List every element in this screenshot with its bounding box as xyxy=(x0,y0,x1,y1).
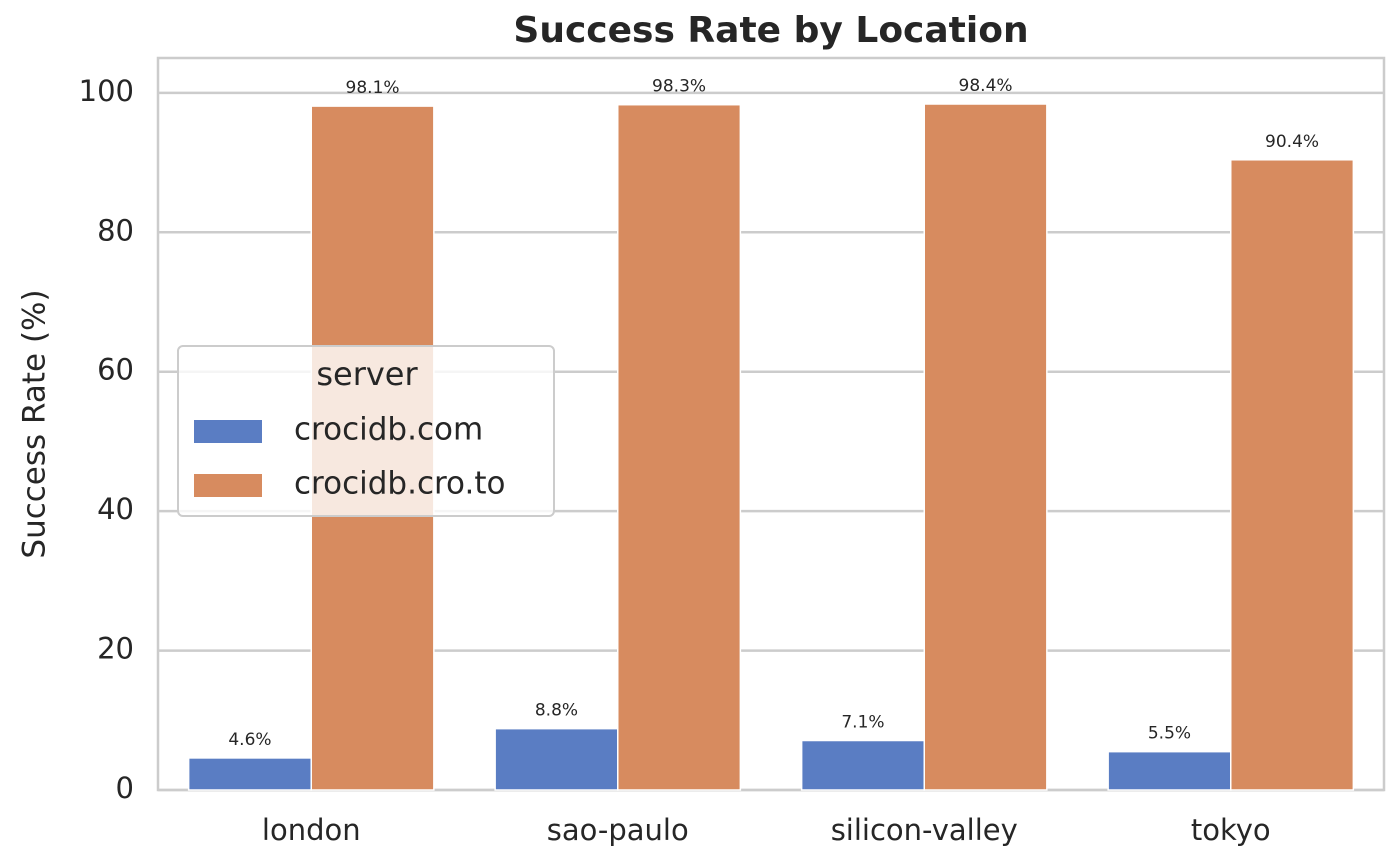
legend-swatch xyxy=(194,420,262,443)
value-label: 4.6% xyxy=(228,730,271,750)
value-label: 5.5% xyxy=(1148,724,1191,744)
legend-title: server xyxy=(316,355,418,393)
y-tick-label: 80 xyxy=(97,213,134,247)
x-tick-label: london xyxy=(262,813,361,847)
bar xyxy=(187,757,312,791)
legend-label: crocidb.com xyxy=(294,412,483,448)
value-label: 98.3% xyxy=(652,77,706,97)
chart-title: Success Rate by Location xyxy=(513,10,1028,51)
bar xyxy=(617,103,742,791)
legend: server crocidb.com crocidb.cro.to xyxy=(177,345,555,517)
y-tick-label: 0 xyxy=(116,771,134,805)
bar xyxy=(1230,159,1355,791)
value-label: 98.1% xyxy=(346,78,400,98)
x-tick-label: silicon-valley xyxy=(831,813,1018,847)
value-label: 7.1% xyxy=(841,713,884,733)
x-tick-label: tokyo xyxy=(1191,813,1271,847)
y-tick-label: 100 xyxy=(79,74,134,108)
y-tick-label: 40 xyxy=(97,492,134,526)
x-tick-label: sao-paulo xyxy=(547,813,689,847)
value-label: 90.4% xyxy=(1265,132,1319,152)
legend-label: crocidb.cro.to xyxy=(294,466,505,502)
y-axis-label: Success Rate (%) xyxy=(17,289,53,558)
y-tick-label: 60 xyxy=(97,353,134,387)
legend-swatch xyxy=(194,474,262,497)
y-tick-label: 20 xyxy=(97,632,134,666)
bar xyxy=(1107,750,1232,791)
value-label: 98.4% xyxy=(959,76,1013,96)
legend-frame xyxy=(177,345,555,517)
bar xyxy=(923,103,1048,791)
bar xyxy=(494,727,619,791)
value-label: 8.8% xyxy=(535,701,578,721)
bar xyxy=(800,739,926,791)
